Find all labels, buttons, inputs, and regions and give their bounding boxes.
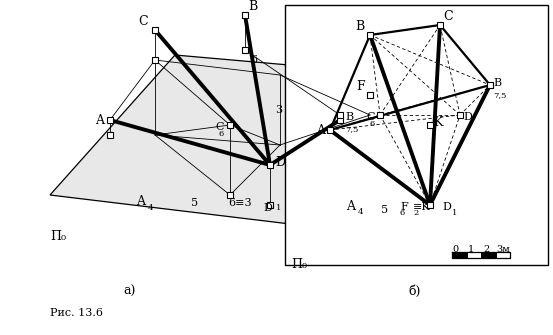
Text: A: A (316, 124, 325, 136)
Text: 5: 5 (191, 198, 199, 208)
Text: F: F (400, 202, 408, 212)
Text: A: A (136, 195, 145, 208)
Text: 4: 4 (358, 208, 363, 216)
Text: 6≡3: 6≡3 (228, 198, 252, 208)
Bar (495, 252, 510, 258)
Text: 7,5: 7,5 (345, 125, 358, 133)
Text: 3: 3 (275, 105, 282, 115)
Text: 6: 6 (400, 209, 405, 217)
Text: 1: 1 (468, 245, 474, 254)
Text: 1: 1 (276, 204, 281, 212)
Text: B: B (356, 20, 365, 33)
Text: D: D (275, 155, 285, 169)
Text: D: D (442, 202, 451, 212)
Text: а): а) (124, 285, 136, 298)
Text: 4: 4 (148, 204, 154, 212)
Bar (467, 252, 481, 258)
Text: Рис. 13.6: Рис. 13.6 (50, 308, 103, 318)
Bar (285, 5, 548, 265)
Text: б): б) (409, 285, 421, 298)
Text: A: A (346, 200, 355, 213)
Text: Π₀: Π₀ (291, 258, 307, 271)
Text: D: D (264, 203, 273, 213)
Text: A: A (95, 114, 104, 127)
Text: 0: 0 (452, 245, 458, 254)
Text: 3м: 3м (496, 245, 510, 254)
Text: B: B (345, 112, 353, 122)
Text: F: F (356, 80, 365, 93)
Text: 6: 6 (370, 120, 375, 128)
Text: Π₀: Π₀ (50, 230, 66, 243)
Text: C: C (216, 122, 224, 132)
Text: K: K (433, 116, 442, 129)
Text: 2: 2 (413, 209, 418, 217)
Text: C: C (138, 15, 148, 28)
Text: B: B (493, 78, 501, 88)
Text: D: D (463, 112, 472, 122)
Text: 1: 1 (452, 209, 457, 217)
Text: 6: 6 (250, 55, 257, 65)
Polygon shape (50, 55, 460, 230)
Text: C: C (367, 112, 375, 122)
Text: ≡K: ≡K (413, 202, 431, 212)
Text: 6: 6 (219, 130, 224, 138)
Text: 2: 2 (484, 245, 490, 254)
Bar (481, 252, 495, 258)
Text: 5: 5 (382, 205, 389, 215)
Text: C: C (443, 10, 452, 23)
Bar (452, 252, 467, 258)
Text: 7,5: 7,5 (493, 91, 507, 99)
Text: B: B (248, 0, 257, 13)
